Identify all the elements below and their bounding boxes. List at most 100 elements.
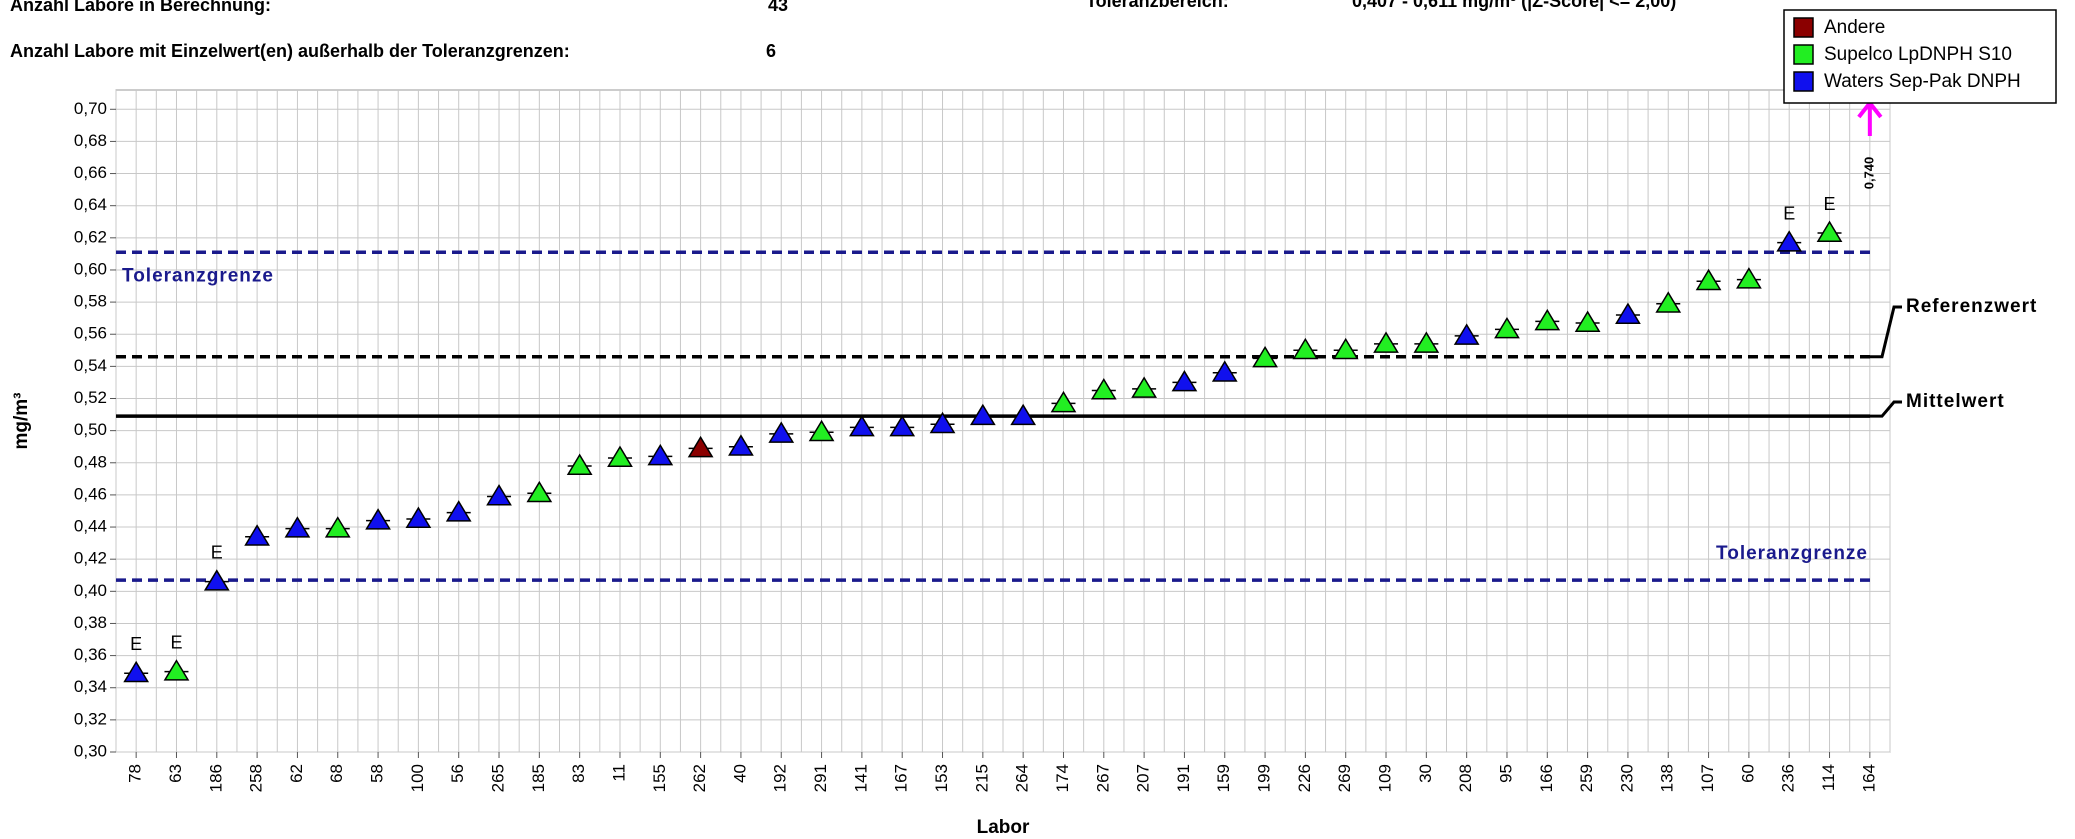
x-tick-label: 185 [529, 764, 548, 792]
marker [849, 414, 875, 437]
x-tick-label: 269 [1335, 764, 1354, 792]
marker [163, 659, 190, 681]
header-label: Anzahl Labore in Berechnung: [10, 0, 271, 15]
marker [1655, 291, 1682, 313]
marker [1211, 360, 1238, 382]
y-tick-label: 0,32 [74, 709, 107, 728]
marker [687, 435, 714, 458]
x-tick-label: 153 [932, 764, 951, 792]
x-tick-label: 62 [287, 764, 306, 783]
legend-swatch [1793, 44, 1814, 65]
header-label: Toleranzbereich: [1086, 0, 1229, 11]
y-tick-label: 0,36 [74, 645, 107, 664]
off-scale-label: 0,740 [1861, 157, 1876, 190]
legend-swatch [1793, 71, 1814, 92]
x-tick-label: 259 [1577, 764, 1596, 792]
x-tick-label: 40 [730, 764, 749, 783]
x-tick-label: 230 [1617, 764, 1636, 792]
marker [203, 569, 230, 591]
marker [607, 445, 633, 467]
reference-label: Mittelwert [1906, 391, 2005, 412]
legend-label: Supelco LpDNPH S10 [1824, 44, 2012, 65]
flag-label: E [211, 542, 223, 562]
y-tick-label: 0,54 [74, 356, 107, 375]
x-tick-label: 58 [368, 764, 387, 783]
marker [445, 500, 472, 522]
y-tick-label: 0,48 [74, 452, 107, 471]
x-tick-label: 191 [1174, 764, 1193, 792]
y-tick-label: 0,34 [74, 677, 107, 696]
y-tick-label: 0,38 [74, 613, 107, 632]
y-tick-label: 0,68 [74, 131, 107, 150]
x-tick-label: 83 [569, 764, 588, 783]
marker [1776, 230, 1803, 252]
y-tick-label: 0,70 [74, 99, 107, 118]
y-tick-label: 0,58 [74, 292, 107, 311]
marker [1332, 337, 1359, 360]
x-tick-label: 199 [1255, 764, 1274, 792]
marker [1292, 337, 1319, 360]
marker [1413, 331, 1440, 353]
y-tick-label: 0,64 [74, 195, 107, 214]
marker [324, 516, 351, 538]
marker [1010, 403, 1037, 426]
x-tick-label: 226 [1295, 764, 1314, 792]
header-label: Anzahl Labore mit Einzelwert(en) außerha… [10, 41, 570, 61]
marker [365, 508, 391, 530]
y-tick-label: 0,66 [74, 163, 107, 182]
marker [1494, 316, 1520, 339]
x-tick-label: 174 [1053, 764, 1072, 792]
x-tick-label: 100 [408, 764, 427, 792]
x-tick-label: 264 [1013, 764, 1032, 792]
x-tick-label: 138 [1658, 764, 1677, 792]
x-tick-label: 63 [166, 764, 185, 783]
x-tick-label: 141 [851, 764, 870, 792]
x-tick-label: 265 [489, 764, 508, 792]
legend-swatch [1793, 17, 1814, 38]
marker [1050, 390, 1077, 413]
x-tick-label: 192 [771, 764, 790, 792]
marker [1615, 302, 1641, 324]
x-tick-label: 109 [1376, 764, 1395, 792]
x-tick-label: 159 [1214, 764, 1233, 792]
x-tick-label: 167 [892, 764, 911, 792]
marker [1816, 220, 1843, 243]
x-axis-label: Labor [977, 817, 1030, 838]
marker [1534, 308, 1561, 331]
y-tick-label: 0,30 [74, 741, 107, 760]
marker [284, 516, 311, 538]
x-tick-label: 11 [609, 764, 628, 782]
header-value: 0,407 - 0,611 mg/m³ (|Z-Score| <= 2,00) [1352, 0, 1676, 11]
x-tick-label: 30 [1416, 764, 1435, 783]
x-tick-label: 164 [1859, 764, 1878, 792]
x-tick-label: 236 [1779, 764, 1798, 792]
marker [768, 421, 795, 443]
reference-connector [1870, 305, 1902, 359]
y-tick-label: 0,50 [74, 420, 107, 439]
marker [728, 434, 754, 456]
marker [244, 524, 270, 546]
x-tick-label: 68 [327, 764, 346, 783]
x-tick-label: 60 [1738, 764, 1757, 783]
marker [1131, 376, 1157, 398]
marker [969, 403, 996, 426]
marker [808, 419, 835, 442]
reference-label: Referenzwert [1906, 296, 2037, 317]
y-tick-label: 0,56 [74, 324, 107, 343]
x-tick-label: 215 [972, 764, 991, 792]
marker [1090, 378, 1117, 400]
y-tick-label: 0,62 [74, 227, 107, 246]
y-axis-label: mg/m³ [11, 393, 32, 450]
x-tick-label: 95 [1496, 764, 1515, 783]
marker [486, 484, 512, 506]
x-tick-label: 267 [1093, 764, 1112, 792]
x-tick-label: 208 [1456, 764, 1475, 792]
flag-label: E [1824, 194, 1836, 214]
marker [1373, 331, 1399, 353]
reference-label: Toleranzgrenze [1716, 543, 1868, 564]
x-tick-label: 262 [690, 764, 709, 792]
x-tick-label: 78 [126, 764, 145, 783]
legend-label: Waters Sep-Pak DNPH [1824, 71, 2021, 92]
marker [526, 480, 553, 503]
